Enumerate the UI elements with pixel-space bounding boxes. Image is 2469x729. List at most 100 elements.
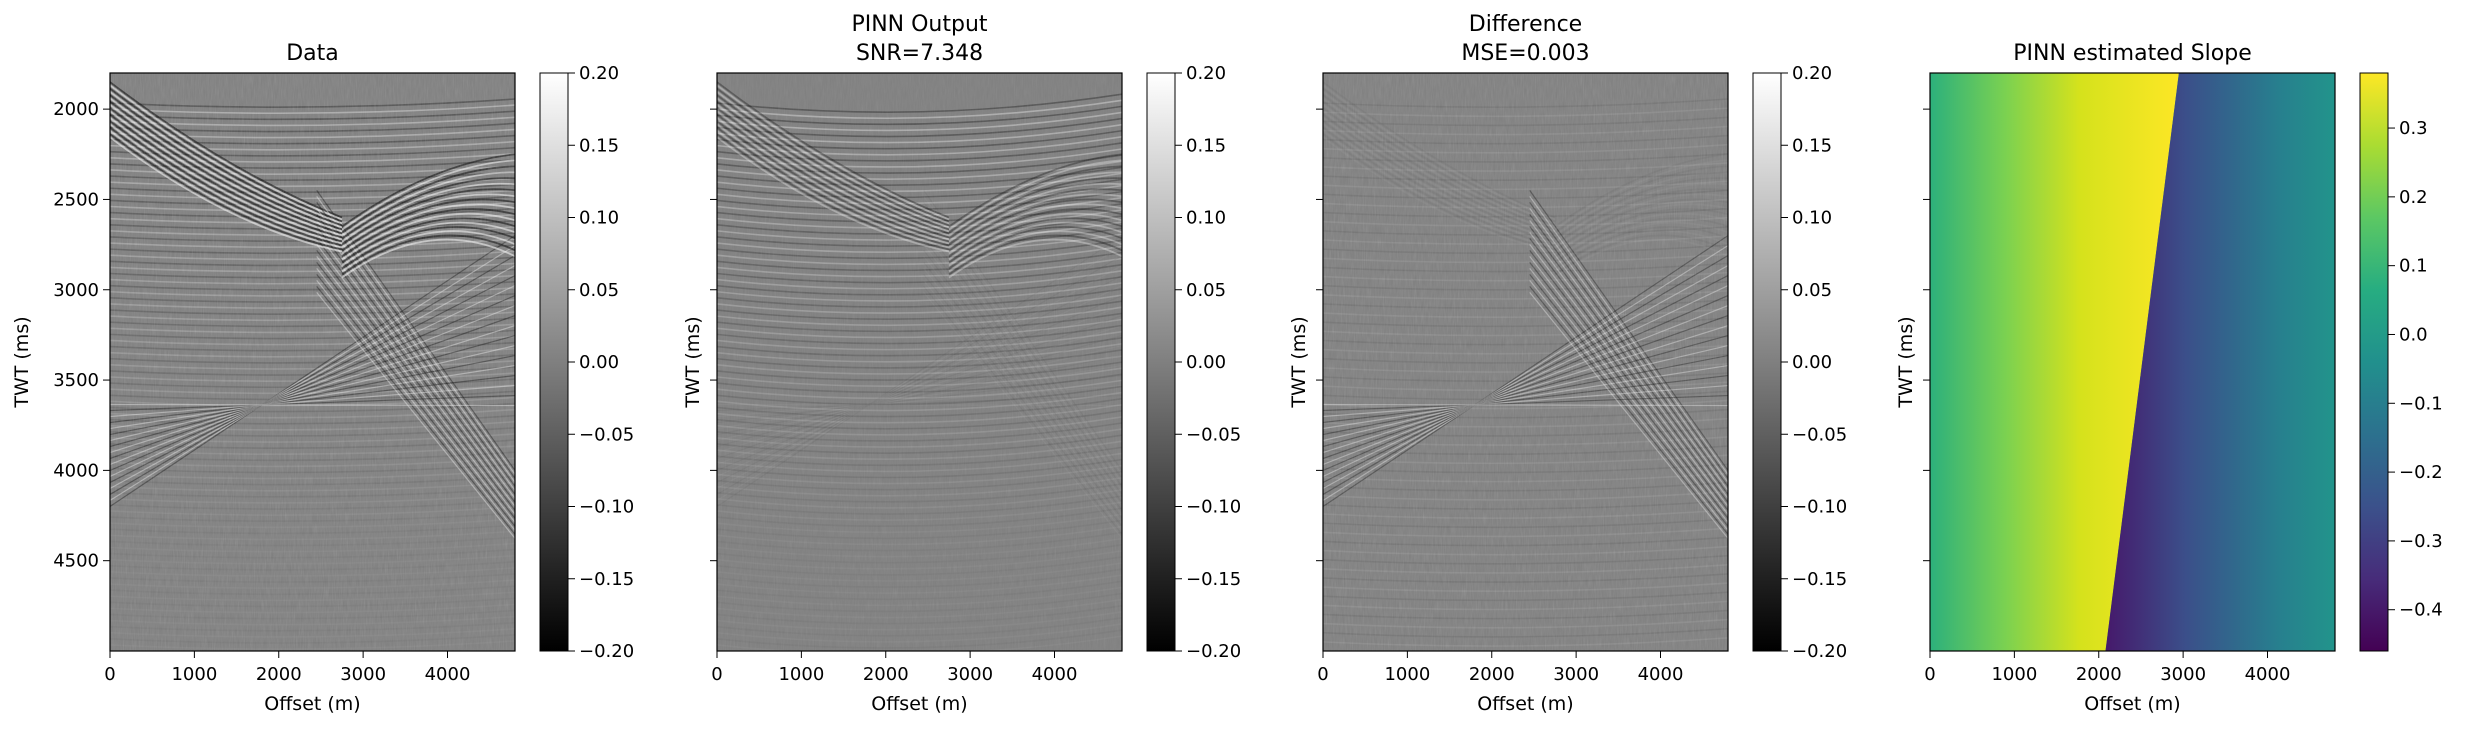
y-tick-label: 2500 xyxy=(53,189,99,210)
y-tick-label: 4500 xyxy=(53,551,99,572)
y-tick-label: 3000 xyxy=(53,280,99,301)
plot-frame xyxy=(1929,72,2336,652)
x-tick-label: 1000 xyxy=(1384,664,1430,685)
x-tick-label: 4000 xyxy=(1638,664,1684,685)
colorbar-tick-label: −0.05 xyxy=(1186,424,1241,445)
colorbar-tick-label: 0.0 xyxy=(2399,324,2428,345)
x-tick-label: 2000 xyxy=(1469,664,1515,685)
colorbar-tick-label: 0.2 xyxy=(2399,187,2428,208)
y-tick-label: 4000 xyxy=(53,460,99,481)
colorbar-tick-label: −0.20 xyxy=(579,641,634,662)
plot-frame xyxy=(1322,72,1729,652)
heatmap-image xyxy=(110,73,515,651)
x-tick-label: 3000 xyxy=(947,664,993,685)
colorbar-tick-label: 0.20 xyxy=(1792,63,1832,84)
x-tick-label: 1000 xyxy=(778,664,824,685)
colorbar-tick-label: 0.05 xyxy=(1792,280,1832,301)
colorbar-tick-label: 0.00 xyxy=(579,352,619,373)
colorbar: 0.3 0.2 0.1 0.0 −0.1 −0.2 −0.3 −0.4 xyxy=(2359,72,2443,652)
heatmap-image xyxy=(1930,73,2335,651)
x-tick-label: 1000 xyxy=(1991,664,2037,685)
x-axis-label: Offset (m) xyxy=(2084,693,2180,715)
subplot-1: Data 0 1000 2000 3000 4000 Offset (m) 2000 2500 3… xyxy=(11,41,634,715)
noise-texture xyxy=(1323,73,1728,651)
chart-subtitle: SNR=7.348 xyxy=(856,41,983,66)
noise-texture xyxy=(110,73,515,651)
colorbar-tick-label: −0.15 xyxy=(579,569,634,590)
x-tick-label: 4000 xyxy=(425,664,471,685)
x-tick-label: 3000 xyxy=(1553,664,1599,685)
x-axis-label: Offset (m) xyxy=(1477,693,1573,715)
colorbar-tick-label: −0.20 xyxy=(1186,641,1241,662)
subplot-3: Difference MSE=0.003 0 1000 2000 3000 4000 Offs… xyxy=(1288,12,1847,715)
x-tick-label: 0 xyxy=(711,664,722,685)
colorbar-tick-label: −0.3 xyxy=(2399,531,2443,552)
colorbar-tick-label: 0.10 xyxy=(579,208,619,229)
colorbar-tick-label: −0.10 xyxy=(1792,497,1847,518)
colorbar-tick-label: −0.15 xyxy=(1792,569,1847,590)
plot-frame xyxy=(109,72,516,652)
colorbar-gradient xyxy=(1752,72,1782,652)
colorbar-tick-label: 0.00 xyxy=(1186,352,1226,373)
y-axis-label: TWT (ms) xyxy=(1288,316,1310,408)
positive-slope-region xyxy=(1930,73,2179,651)
y-axis-label: TWT (ms) xyxy=(1895,316,1917,408)
x-tick-label: 4000 xyxy=(2245,664,2291,685)
colorbar-tick-label: −0.10 xyxy=(579,497,634,518)
colorbar-tick-label: 0.05 xyxy=(579,280,619,301)
colorbar-tick-label: −0.2 xyxy=(2399,462,2443,483)
colorbar-tick-label: −0.15 xyxy=(1186,569,1241,590)
colorbar-tick-label: −0.05 xyxy=(1792,424,1847,445)
colorbar-gradient xyxy=(1146,72,1176,652)
colorbar: 0.20 0.15 0.10 0.05 0.00 −0.05 −0.10 −0.15 −0.20 xyxy=(1752,63,1847,662)
x-tick-label: 3000 xyxy=(340,664,386,685)
colorbar-tick-label: −0.10 xyxy=(1186,497,1241,518)
colorbar-tick-label: 0.10 xyxy=(1186,208,1226,229)
x-axis-label: Offset (m) xyxy=(264,693,360,715)
colorbar-tick-label: 0.15 xyxy=(1186,135,1226,156)
colorbar-tick-label: 0.3 xyxy=(2399,118,2428,139)
colorbar-tick-label: 0.1 xyxy=(2399,256,2428,277)
noise-texture xyxy=(717,73,1122,651)
colorbar-tick-label: −0.05 xyxy=(579,424,634,445)
x-tick-label: 0 xyxy=(1924,664,1935,685)
negative-slope-region xyxy=(2105,73,2335,651)
y-tick-label: 2000 xyxy=(53,99,99,120)
y-tick-label: 3500 xyxy=(53,370,99,391)
y-axis-label: TWT (ms) xyxy=(11,316,33,408)
colorbar-tick-label: 0.00 xyxy=(1792,352,1832,373)
x-tick-label: 2000 xyxy=(863,664,909,685)
subplot-4: PINN estimated Slope 0 1000 2000 3000 4000 Off… xyxy=(1895,41,2443,715)
y-axis-label: TWT (ms) xyxy=(682,316,704,408)
x-tick-label: 2000 xyxy=(2076,664,2122,685)
chart-title: PINN Output xyxy=(851,12,987,37)
x-tick-label: 0 xyxy=(104,664,115,685)
colorbar-tick-label: 0.15 xyxy=(1792,135,1832,156)
x-tick-label: 1000 xyxy=(171,664,217,685)
colorbar-tick-label: 0.15 xyxy=(579,135,619,156)
colorbar: 0.20 0.15 0.10 0.05 0.00 −0.05 −0.10 −0.15 −0.20 xyxy=(1146,63,1241,662)
colorbar-tick-label: −0.20 xyxy=(1792,641,1847,662)
chart-title: Data xyxy=(286,41,339,66)
colorbar-tick-label: −0.1 xyxy=(2399,393,2443,414)
colorbar-tick-label: 0.05 xyxy=(1186,280,1226,301)
plot-frame xyxy=(716,72,1123,652)
heatmap-image xyxy=(1323,73,1728,651)
x-tick-label: 3000 xyxy=(2160,664,2206,685)
x-axis-label: Offset (m) xyxy=(871,693,967,715)
x-tick-label: 0 xyxy=(1317,664,1328,685)
x-tick-label: 2000 xyxy=(256,664,302,685)
colorbar-tick-label: −0.4 xyxy=(2399,600,2443,621)
colorbar-tick-label: 0.20 xyxy=(579,63,619,84)
colorbar-tick-label: 0.20 xyxy=(1186,63,1226,84)
x-tick-label: 4000 xyxy=(1032,664,1078,685)
colorbar-tick-label: 0.10 xyxy=(1792,208,1832,229)
chart-title: Difference xyxy=(1469,12,1582,37)
colorbar: 0.20 0.15 0.10 0.05 0.00 −0.05 −0.10 −0.15 −0.20 xyxy=(539,63,634,662)
chart-subtitle: MSE=0.003 xyxy=(1461,41,1589,66)
chart-title: PINN estimated Slope xyxy=(2013,41,2251,66)
heatmap-image xyxy=(717,73,1122,651)
colorbar-gradient xyxy=(539,72,569,652)
colorbar-gradient xyxy=(2359,72,2389,652)
